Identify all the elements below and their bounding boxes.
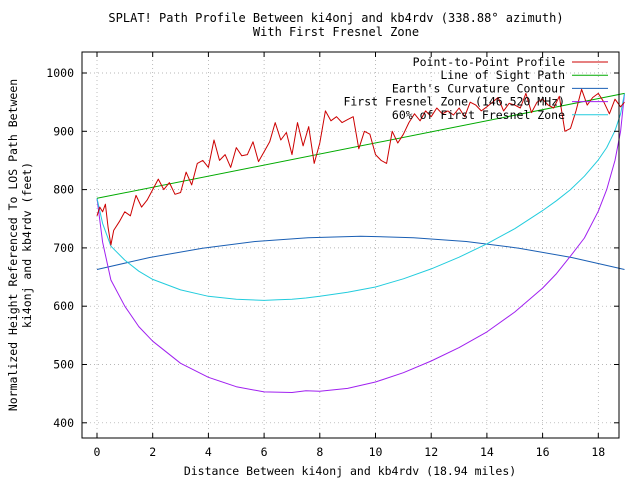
legend-entry-label: Line of Sight Path xyxy=(440,68,565,82)
y-axis-label-line-1: Normalized Height Referenced To LOS Path… xyxy=(6,79,20,411)
x-tick-label: 16 xyxy=(536,445,550,459)
series-profile-line xyxy=(96,88,625,246)
x-tick-label: 12 xyxy=(424,445,438,459)
legend-entry-label: 60% of First Fresnel Zone xyxy=(392,108,565,122)
tick-labels: 0 2 4 6 8 10 12 14 16 18 400 500 600 700 800 900 1000 xyxy=(46,52,619,459)
y-axis-label-line-2: ki4onj and kb4rdv (feet) xyxy=(20,162,34,328)
legend-entry-label: Earth's Curvature Contour xyxy=(392,81,565,95)
chart-title-line-1: SPLAT! Path Profile Between ki4onj and k… xyxy=(108,11,563,25)
x-tick-label: 2 xyxy=(149,445,156,459)
series-fresnel60-line xyxy=(96,93,625,301)
x-tick-label: 10 xyxy=(369,445,383,459)
x-tick-label: 8 xyxy=(316,445,323,459)
y-tick-label: 400 xyxy=(53,416,74,430)
y-tick-label: 1000 xyxy=(46,66,74,80)
y-tick-label: 700 xyxy=(53,241,74,255)
legend-entry-label: Point-to-Point Profile xyxy=(413,55,565,69)
series-group xyxy=(96,88,625,393)
y-tick-label: 800 xyxy=(53,183,74,197)
x-tick-label: 14 xyxy=(480,445,494,459)
series-curvature-line xyxy=(96,235,625,270)
series-fresnel-line xyxy=(96,93,625,393)
x-tick-label: 4 xyxy=(205,445,212,459)
plot-frame xyxy=(81,51,620,439)
x-tick-label: 6 xyxy=(261,445,268,459)
y-tick-label: 600 xyxy=(53,299,74,313)
y-tick-label: 900 xyxy=(53,124,74,138)
series-los-line xyxy=(96,92,625,199)
chart-title-line-2: With First Fresnel Zone xyxy=(253,25,419,39)
x-tick-label: 0 xyxy=(94,445,101,459)
x-axis-label: Distance Between ki4onj and kb4rdv (18.9… xyxy=(184,464,516,478)
x-tick-label: 18 xyxy=(591,445,605,459)
grid-lines xyxy=(82,52,619,438)
y-tick-label: 500 xyxy=(53,358,74,372)
legend-entry-label: First Fresnel Zone (146.520 MHz) xyxy=(343,95,565,109)
